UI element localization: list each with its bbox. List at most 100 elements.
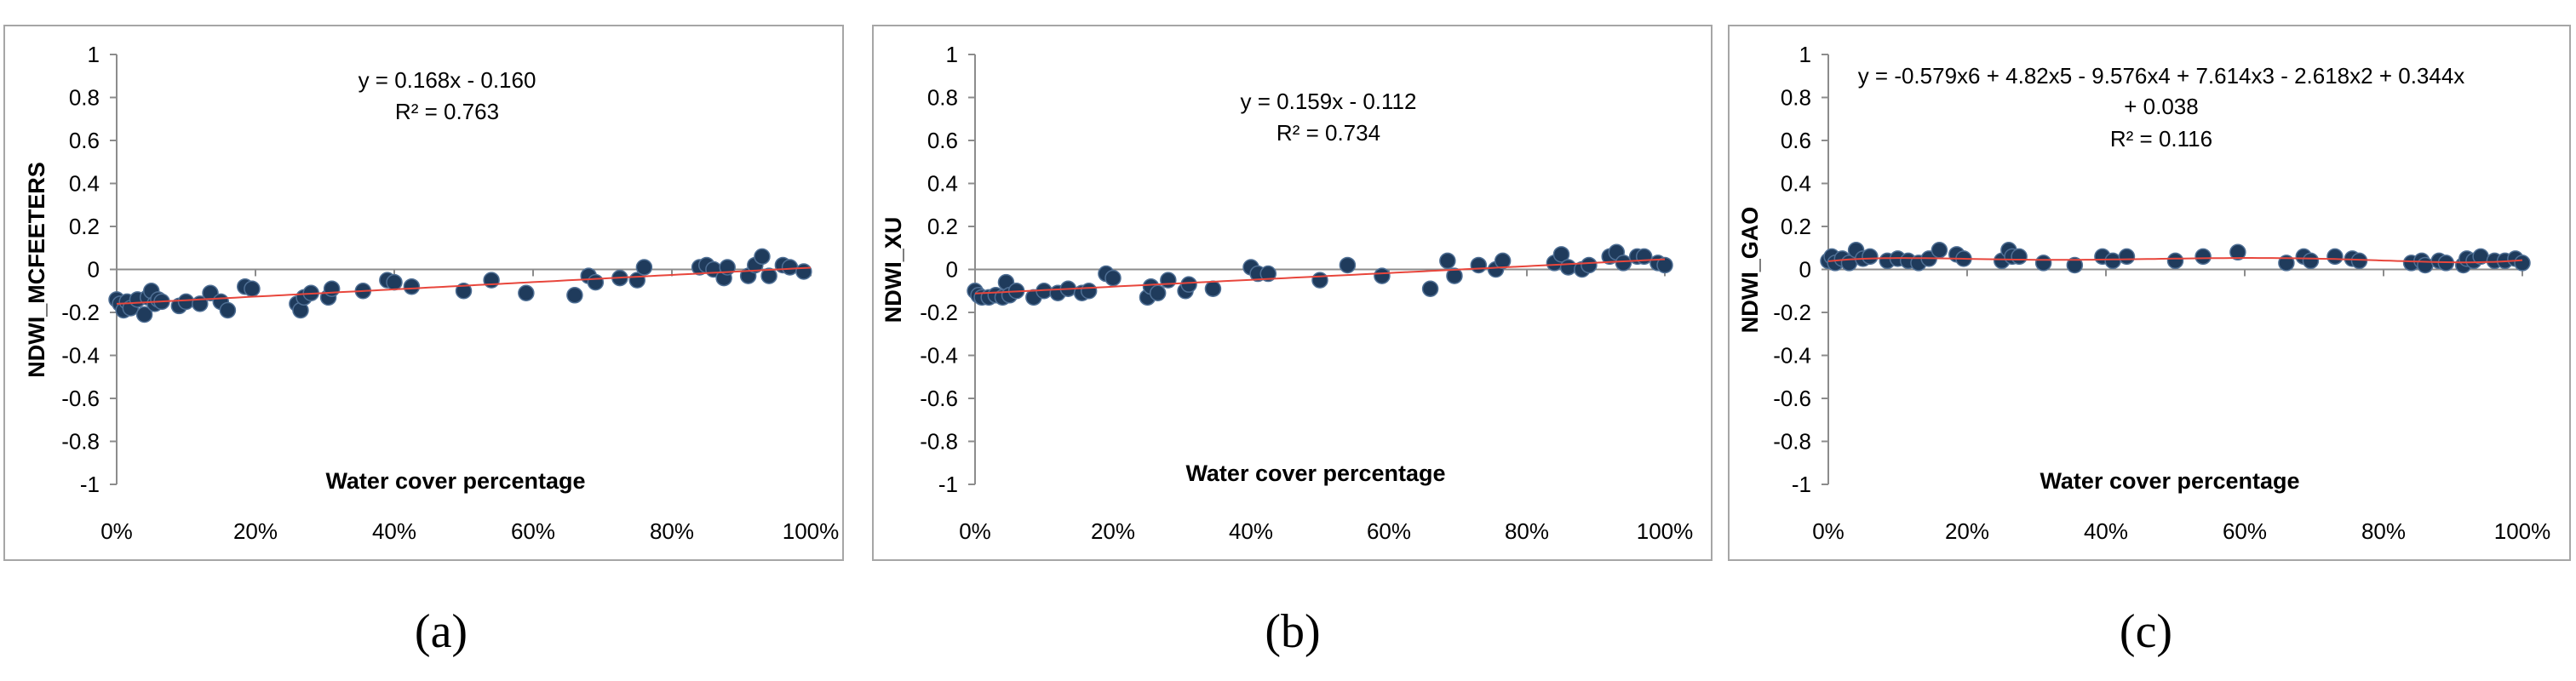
data-point [1149, 284, 1167, 302]
x-tick-label: 0% [959, 518, 991, 544]
x-tick-label: 100% [783, 518, 840, 544]
x-axis-title: Water cover percentage [325, 468, 585, 494]
x-tick-label: 80% [2361, 518, 2406, 544]
data-point [2326, 248, 2344, 266]
data-point [635, 259, 653, 276]
y-axis-title: NDWI_GAO [1737, 207, 1763, 334]
r-squared-label: R² = 0.116 [2110, 126, 2212, 152]
data-point [1080, 283, 1098, 300]
x-tick-label: 20% [1091, 518, 1135, 544]
y-tick-label: 0.4 [1781, 171, 1811, 197]
y-tick-label: 1 [88, 42, 100, 67]
y-tick-label: -0.4 [1773, 343, 1811, 369]
data-point [2278, 255, 2295, 272]
data-point [323, 280, 341, 297]
data-point [566, 287, 583, 304]
data-point [760, 267, 777, 284]
data-point [1494, 252, 1512, 270]
x-tick-label: 100% [1637, 518, 1694, 544]
data-point [781, 259, 799, 276]
panel-frame [1728, 25, 2571, 561]
y-tick-label: 1 [1799, 42, 1811, 67]
data-point [403, 278, 421, 295]
data-point [1259, 265, 1277, 283]
y-tick-label: 0.8 [927, 85, 958, 111]
y-tick-label: -0.4 [920, 343, 958, 369]
x-tick-label: 60% [1367, 518, 1411, 544]
data-point [219, 301, 237, 319]
data-point [2066, 256, 2084, 274]
data-point [1559, 259, 1577, 276]
x-axis-title: Water cover percentage [2040, 468, 2299, 494]
data-point [795, 263, 812, 280]
y-tick-label: -1 [1792, 472, 1811, 497]
data-point [177, 293, 195, 311]
y-tick-label: -1 [80, 472, 100, 497]
data-point [1339, 256, 1357, 274]
data-point [1552, 246, 1570, 263]
x-tick-label: 60% [2223, 518, 2267, 544]
y-tick-label: 0.6 [927, 128, 958, 153]
data-point [2104, 252, 2121, 270]
caption-b-text: (b) [1265, 605, 1320, 658]
x-tick-label: 20% [1945, 518, 1989, 544]
y-tick-label: 0.6 [69, 128, 100, 153]
r-squared-label: R² = 0.734 [1277, 120, 1380, 146]
y-tick-label: 1 [946, 42, 958, 67]
data-point [1470, 256, 1488, 274]
caption-c-text: (c) [2120, 605, 2172, 658]
trendline [974, 258, 1666, 295]
y-tick-label: -0.2 [1773, 300, 1811, 325]
y-axis-title: NDWI_MCFEETERS [24, 162, 49, 378]
data-point [483, 272, 500, 289]
data-point [386, 273, 403, 291]
x-tick-label: 40% [2084, 518, 2128, 544]
y-axis-title: NDWI_XU [881, 217, 906, 323]
data-point [2302, 252, 2320, 270]
plot-area: 1 0.8 0.6 0.4 0.2 0 -0.2 -0.4 -0.6 -0.8 -10% 20% 40%… [920, 42, 1693, 544]
x-tick-label: 80% [1505, 518, 1549, 544]
data-point [2417, 256, 2434, 274]
data-point [1180, 276, 1197, 293]
data-point [1421, 280, 1439, 297]
plot-area: 1 0.8 0.6 0.4 0.2 0 -0.2 -0.4 -0.6 -0.8 -10% 20% 40%… [61, 42, 839, 544]
y-tick-label: 0.2 [1781, 214, 1811, 239]
y-tick-label: 0 [1799, 257, 1811, 283]
trendline [1827, 257, 2523, 264]
chart-panel-b: 1 0.8 0.6 0.4 0.2 0 -0.2 -0.4 -0.6 -0.8 -10% 20% 40%… [872, 25, 1713, 561]
chart-panel-c: 1 0.8 0.6 0.4 0.2 0 -0.2 -0.4 -0.6 -0.8 -10% 20% 40%… [1728, 25, 2571, 561]
trendline-equation: y = -0.579x6 + 4.82x5 - 9.576x4 + 7.614x… [1858, 63, 2465, 89]
data-point [455, 283, 473, 300]
data-point [1204, 280, 1222, 297]
y-tick-label: -0.8 [920, 429, 958, 455]
y-tick-label: 0.8 [69, 85, 100, 111]
r-squared-label: R² = 0.763 [395, 99, 499, 124]
y-tick-label: 0 [88, 257, 100, 283]
data-point [1446, 267, 1463, 284]
data-point [2229, 243, 2246, 261]
x-tick-label: 0% [100, 518, 133, 544]
caption-a: (a) [415, 605, 468, 658]
data-point [1581, 256, 1598, 274]
trendline-equation: y = 0.168x - 0.160 [359, 67, 536, 93]
y-tick-label: -0.8 [1773, 429, 1811, 455]
y-tick-label: -0.6 [1773, 386, 1811, 411]
y-tick-label: -0.6 [61, 386, 100, 411]
plot-area: 1 0.8 0.6 0.4 0.2 0 -0.2 -0.4 -0.6 -0.8 -10% 20% 40%… [1773, 42, 2550, 544]
data-point [1439, 252, 1456, 270]
x-tick-label: 40% [1229, 518, 1273, 544]
y-tick-label: 0.2 [69, 214, 100, 239]
x-tick-label: 60% [511, 518, 555, 544]
x-tick-label: 0% [1812, 518, 1845, 544]
data-point [2514, 255, 2531, 272]
data-point [1862, 248, 1879, 266]
y-tick-label: -0.4 [61, 343, 100, 369]
caption-b: (b) [1265, 605, 1320, 658]
y-tick-label: 0.6 [1781, 128, 1811, 153]
data-point [244, 280, 261, 297]
x-tick-label: 20% [233, 518, 278, 544]
y-tick-label: -1 [938, 472, 958, 497]
data-point [2350, 252, 2368, 270]
y-tick-label: 0.8 [1781, 85, 1811, 111]
caption-a-text: (a) [415, 605, 468, 658]
